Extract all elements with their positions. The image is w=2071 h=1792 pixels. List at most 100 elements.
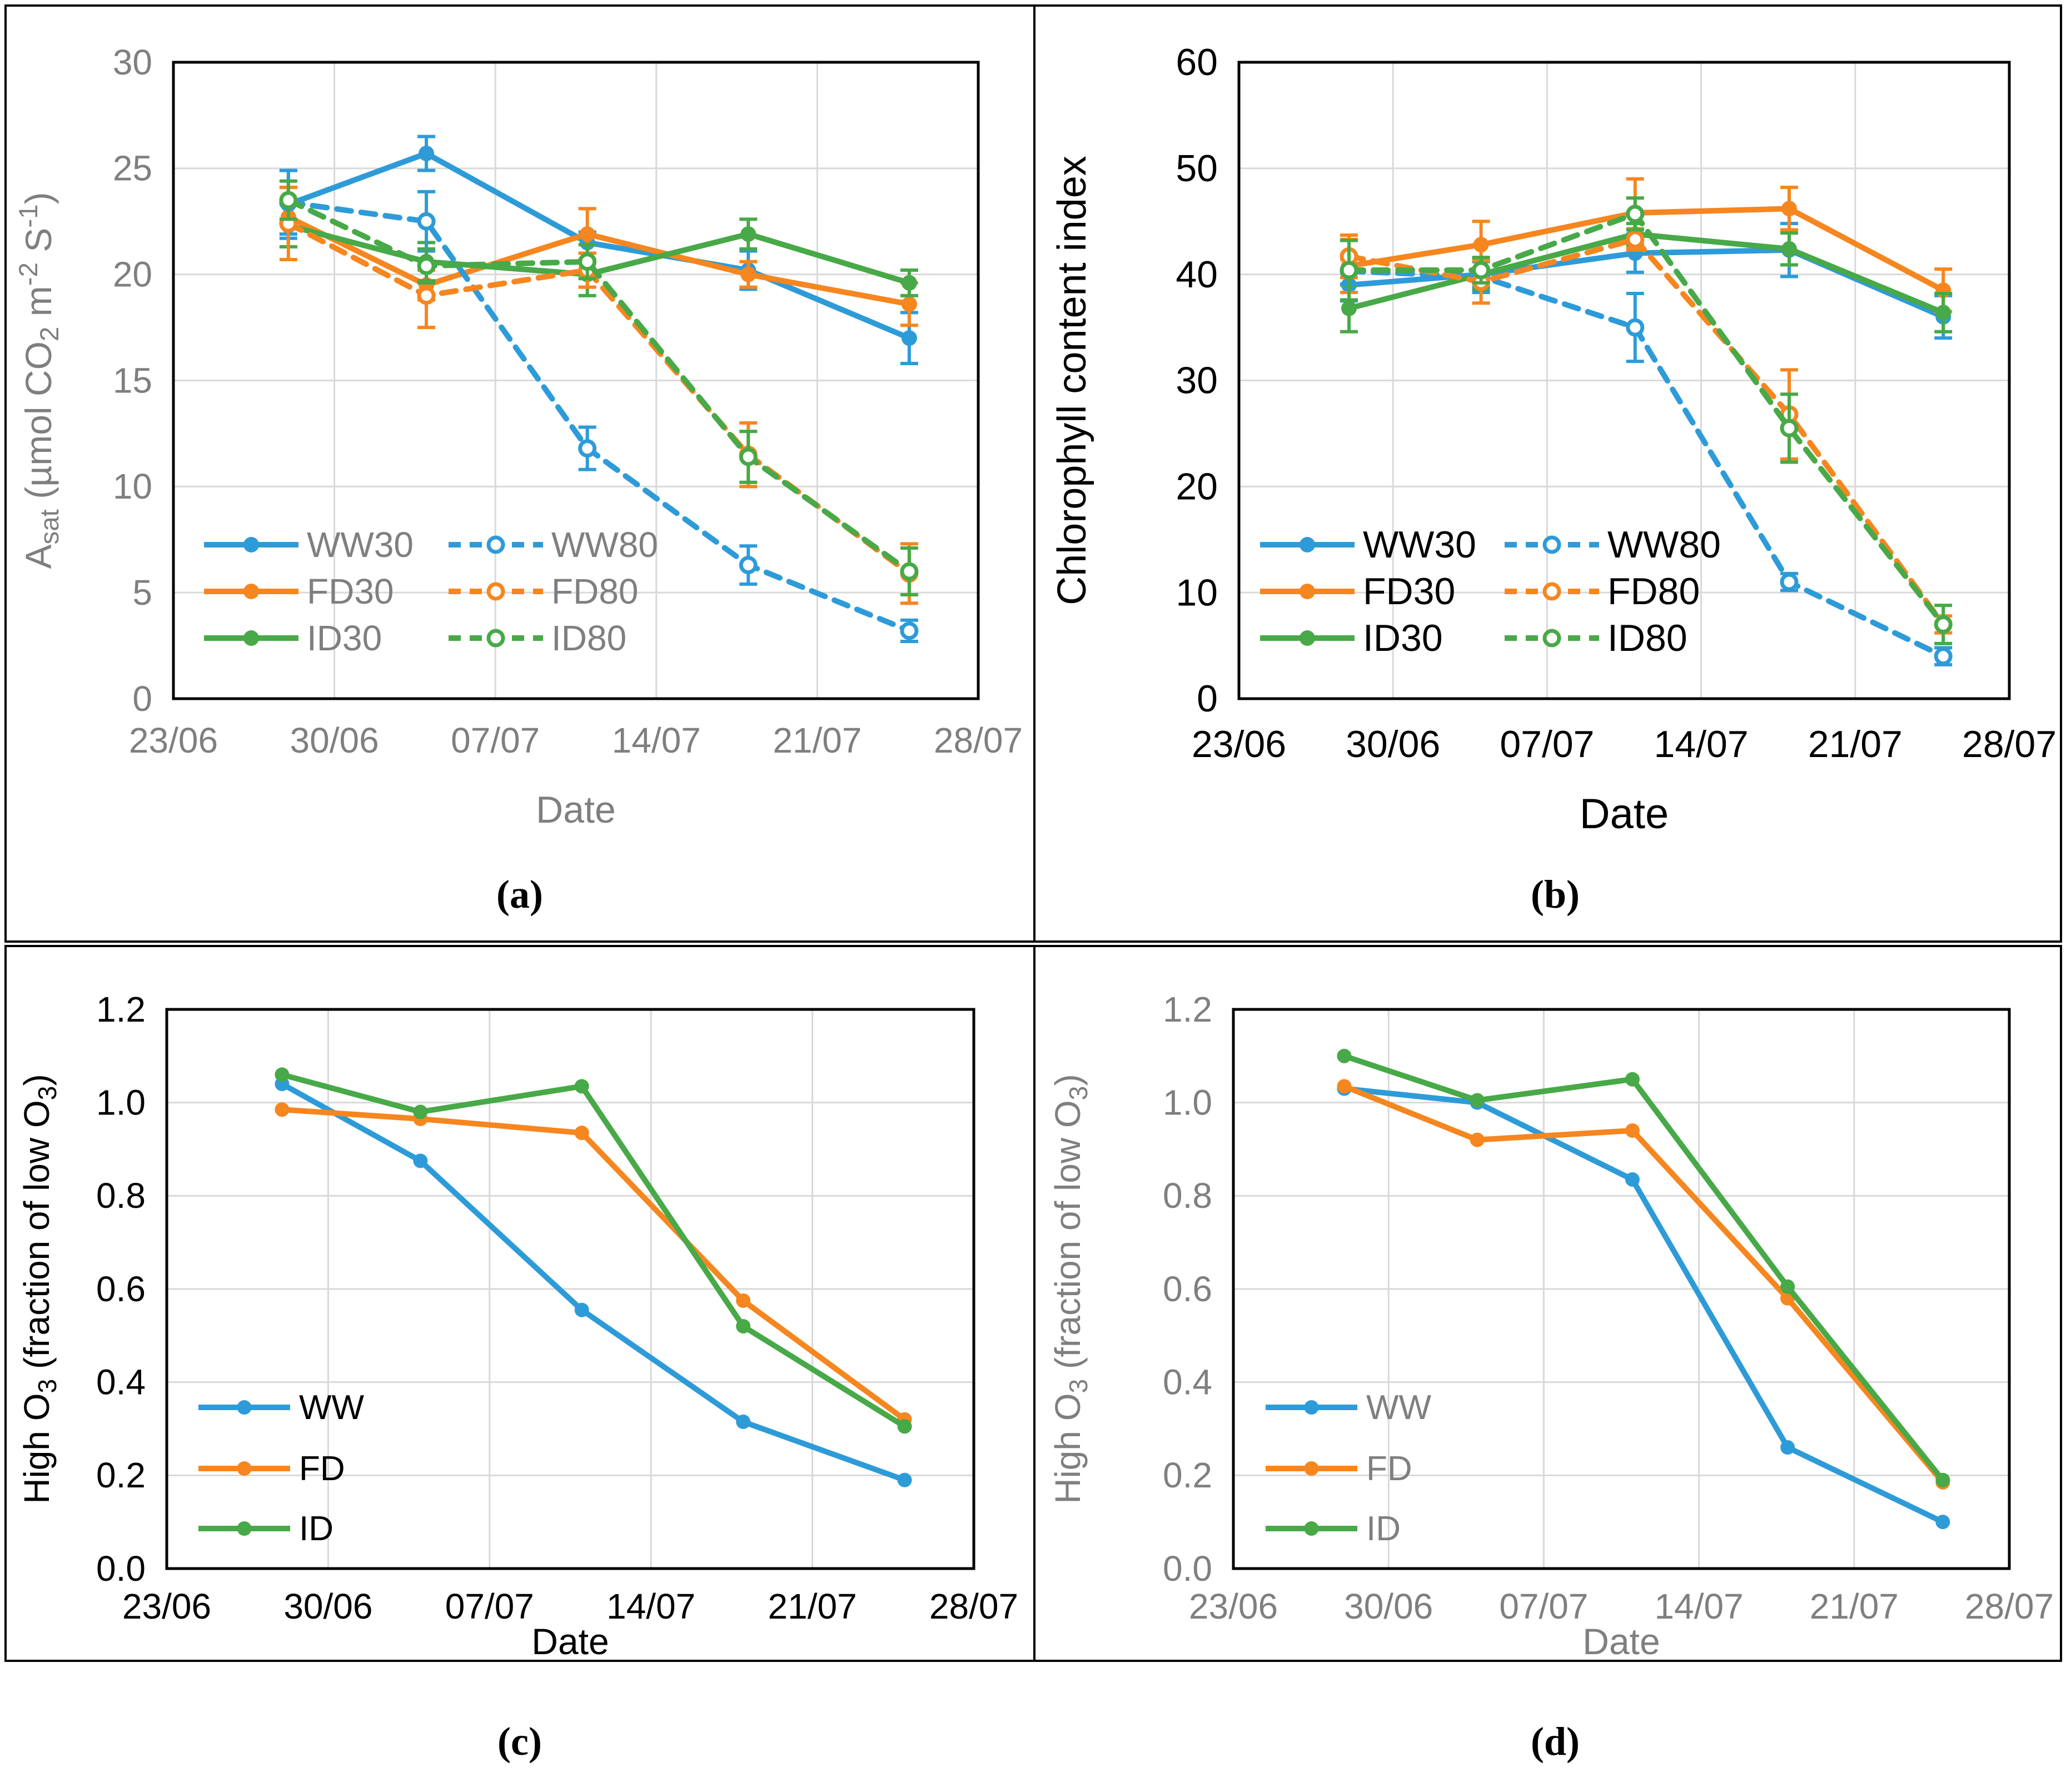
svg-text:25: 25	[113, 148, 152, 188]
svg-text:14/07: 14/07	[1655, 1586, 1744, 1626]
series-WW	[275, 1077, 912, 1487]
legend-label-ID30: ID30	[1363, 617, 1443, 659]
series-FD	[1337, 1079, 1950, 1490]
svg-text:40: 40	[1176, 253, 1218, 296]
svg-text:30/06: 30/06	[1344, 1586, 1433, 1626]
y-axis-title: High O3 (fraction of low O3)	[1048, 1074, 1093, 1504]
y-axis-title: Chlorophyll content index	[1050, 156, 1094, 605]
svg-text:14/07: 14/07	[606, 1586, 695, 1626]
svg-text:07/07: 07/07	[445, 1586, 534, 1626]
series-ID	[1337, 1048, 1950, 1487]
svg-text:1.0: 1.0	[1163, 1082, 1212, 1122]
panel-a-chart: WW30 FD30 ID30 WW80 FD80 ID80 0 5 10 15 20 25 30 23/0…	[14, 42, 1023, 831]
svg-text:30: 30	[113, 42, 152, 82]
axis-labels: 0.0 0.2 0.4 0.6 0.8 1.0 1.2 23/06 30/06 07/07 14/0…	[1048, 989, 2054, 1659]
svg-text:28/07: 28/07	[929, 1586, 1018, 1626]
series-FD	[275, 1102, 912, 1427]
svg-text:14/07: 14/07	[612, 720, 701, 760]
svg-text:21/07: 21/07	[1810, 1586, 1899, 1626]
svg-text:1.2: 1.2	[96, 989, 146, 1029]
legend: WW FD ID	[198, 1388, 365, 1548]
y-axis-title: Asat (µmol CO2 m-2 S-1)	[14, 192, 64, 569]
svg-text:07/07: 07/07	[1500, 723, 1594, 765]
legend-label-FD: FD	[1366, 1450, 1412, 1488]
svg-text:23/06: 23/06	[1189, 1586, 1278, 1626]
svg-text:28/07: 28/07	[1962, 723, 2057, 765]
svg-text:0: 0	[1197, 678, 1218, 720]
svg-text:1.0: 1.0	[96, 1082, 146, 1122]
legend-label-FD30: FD30	[1363, 570, 1455, 613]
svg-text:21/07: 21/07	[773, 720, 862, 760]
svg-text:30/06: 30/06	[290, 720, 379, 760]
svg-text:0.0: 0.0	[96, 1549, 146, 1589]
legend-label-FD80: FD80	[1607, 570, 1700, 613]
legend-label-ID: ID	[1366, 1510, 1401, 1548]
svg-text:21/07: 21/07	[768, 1586, 857, 1626]
svg-text:0.4: 0.4	[96, 1362, 146, 1402]
panel-b-label: (b)	[1531, 872, 1580, 917]
axis-labels: 0 5 10 15 20 25 30 23/06 30/06 07/07 14/07 21/07 28/…	[14, 42, 1023, 831]
svg-text:21/07: 21/07	[1808, 723, 1903, 765]
axis-labels: 0 10 20 30 40 50 60 23/06 30/06 07/07 14/07 21/07 28…	[1050, 41, 2057, 838]
legend-label-FD80: FD80	[551, 571, 639, 611]
plot-border	[1237, 61, 2011, 700]
legend-label-WW: WW	[1366, 1388, 1432, 1427]
svg-text:20: 20	[1176, 465, 1218, 507]
x-axis-title: Date	[531, 1621, 609, 1659]
bottom-panels-divider	[1033, 945, 1036, 1662]
svg-text:10: 10	[1176, 571, 1218, 614]
svg-text:15: 15	[113, 360, 152, 400]
panel-a-label: (a)	[496, 872, 543, 917]
svg-text:0.2: 0.2	[96, 1455, 146, 1495]
top-panels-divider	[1033, 4, 1036, 943]
svg-text:23/06: 23/06	[1192, 723, 1286, 765]
y-axis-title: High O3 (fraction of low O3)	[17, 1074, 62, 1504]
svg-text:0.0: 0.0	[1163, 1549, 1212, 1589]
panel-c-chart: WW FD ID 0.0 0.2 0.4 0.6 0.8 1.0 1.2 23/06 30/06 07/…	[17, 989, 1018, 1659]
series-ID30	[279, 202, 918, 297]
plot-border	[172, 61, 980, 700]
svg-text:30/06: 30/06	[283, 1586, 372, 1626]
svg-text:0.6: 0.6	[1163, 1269, 1212, 1309]
svg-text:5: 5	[132, 573, 152, 613]
legend-label-ID80: ID80	[551, 618, 626, 658]
svg-text:60: 60	[1176, 41, 1218, 83]
series-WW	[1337, 1081, 1950, 1530]
legend-label-ID: ID	[299, 1510, 333, 1548]
series-WW80	[279, 168, 919, 643]
svg-text:0.6: 0.6	[96, 1269, 146, 1309]
svg-text:0.8: 0.8	[96, 1176, 146, 1216]
svg-text:23/06: 23/06	[129, 720, 218, 760]
legend-label-ID30: ID30	[307, 618, 382, 658]
svg-text:07/07: 07/07	[451, 720, 540, 760]
svg-text:1.2: 1.2	[1163, 989, 1212, 1029]
svg-text:14/07: 14/07	[1654, 723, 1749, 765]
legend-label-FD30: FD30	[307, 571, 394, 611]
svg-text:10: 10	[113, 466, 152, 506]
svg-text:30/06: 30/06	[1346, 723, 1440, 765]
series-ID80	[279, 179, 919, 596]
legend-label-WW80: WW80	[551, 525, 658, 565]
panel-d-chart: WW FD ID 0.0 0.2 0.4 0.6 0.8 1.0 1.2 23/06 30/06 07/…	[1048, 989, 2054, 1659]
svg-text:28/07: 28/07	[1965, 1586, 2054, 1626]
svg-text:50: 50	[1176, 147, 1218, 190]
plot-border	[1232, 1008, 2011, 1570]
x-axis-title: Date	[536, 789, 616, 831]
svg-text:0.8: 0.8	[1163, 1176, 1212, 1216]
x-axis-title: Date	[1582, 1621, 1660, 1659]
legend-label-WW30: WW30	[1363, 524, 1476, 566]
legend-label-WW: WW	[299, 1388, 365, 1427]
panel-d-label: (d)	[1531, 1719, 1580, 1764]
svg-text:23/06: 23/06	[122, 1586, 211, 1626]
svg-text:07/07: 07/07	[1499, 1586, 1588, 1626]
legend: WW FD ID	[1266, 1388, 1432, 1548]
legend-label-ID80: ID80	[1607, 617, 1687, 659]
svg-text:20: 20	[113, 254, 152, 294]
axis-labels: 0.0 0.2 0.4 0.6 0.8 1.0 1.2 23/06 30/06 07/07 14/0…	[17, 989, 1018, 1659]
gridlines	[1233, 1009, 2009, 1569]
svg-text:0.2: 0.2	[1163, 1455, 1212, 1495]
x-axis-title: Date	[1580, 790, 1669, 838]
